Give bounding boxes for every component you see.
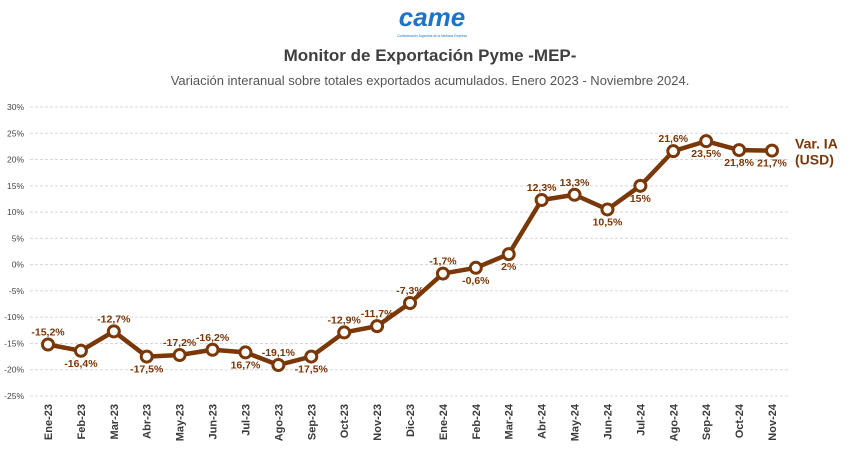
y-tick-label: -25%	[4, 391, 24, 401]
series-name-label: (USD)	[795, 152, 834, 168]
data-label: 12,3%	[527, 182, 557, 194]
data-label: -0,6%	[462, 275, 490, 287]
data-point	[435, 266, 450, 281]
data-point	[468, 260, 483, 275]
x-tick-label: Jun-23	[208, 404, 220, 439]
x-tick-label: Nov-24	[767, 403, 779, 441]
y-tick-label: 0%	[12, 260, 25, 270]
x-tick-label: Ago-24	[668, 403, 680, 441]
data-point	[73, 343, 88, 358]
data-point	[666, 144, 681, 159]
data-point	[765, 143, 779, 158]
data-point	[172, 348, 187, 363]
series-name-label: Var. IA	[795, 136, 838, 152]
y-tick-label: 10%	[7, 207, 24, 217]
y-tick-label: -20%	[4, 365, 24, 375]
x-tick-label: Oct-23	[339, 404, 351, 438]
data-point	[106, 324, 121, 339]
data-label: -11,7%	[361, 308, 394, 320]
data-label: 10,5%	[593, 216, 623, 228]
x-tick-label: Nov-23	[372, 404, 384, 441]
x-tick-label: Mar-23	[109, 404, 121, 439]
logo-tagline: Confederación Argentina de la Mediana Em…	[397, 34, 467, 38]
data-point	[205, 342, 220, 357]
data-label: -15,2%	[31, 327, 65, 339]
y-tick-label: -10%	[4, 312, 24, 322]
data-label: -16,4%	[64, 358, 98, 370]
x-tick-label: Feb-24	[471, 403, 483, 439]
y-tick-label: 30%	[7, 102, 24, 112]
data-point	[567, 187, 582, 202]
x-tick-label: Sep-23	[306, 404, 318, 440]
series-line	[47, 138, 773, 368]
y-tick-label: 5%	[12, 233, 25, 243]
y-tick-label: -15%	[4, 338, 24, 348]
data-point	[699, 134, 714, 149]
data-label: 23,5%	[691, 148, 721, 160]
data-point	[41, 337, 55, 352]
y-tick-label: 20%	[7, 155, 24, 165]
data-label: -17,5%	[130, 364, 164, 376]
chart-title: Monitor de Exportación Pyme -MEP-	[283, 46, 577, 65]
data-label: -1,7%	[429, 256, 457, 268]
data-point	[732, 143, 747, 158]
data-point	[238, 345, 253, 360]
x-tick-label: Ago-23	[273, 404, 285, 441]
x-tick-label: Jul-23	[240, 404, 252, 436]
data-label: -7,3%	[396, 285, 424, 297]
data-point	[271, 357, 286, 372]
data-label: 21,6%	[658, 133, 688, 145]
data-label: -19,1%	[262, 347, 296, 359]
x-tick-label: Abr-23	[142, 404, 154, 439]
x-tick-label: Sep-24	[701, 403, 713, 440]
x-tick-label: Abr-24	[537, 403, 549, 439]
data-label: -16,2%	[196, 332, 230, 344]
x-tick-label: Ene-24	[438, 403, 450, 440]
logo-brand-text: came	[399, 2, 466, 32]
data-point	[370, 319, 385, 334]
x-tick-label: May-23	[175, 404, 187, 441]
chart-subtitle: Variación interanual sobre totales expor…	[170, 73, 690, 88]
data-point	[304, 349, 319, 364]
x-tick-label: Dic-23	[405, 404, 417, 437]
data-point	[600, 202, 615, 217]
y-tick-label: 15%	[7, 181, 24, 191]
data-point	[139, 349, 154, 364]
x-tick-label: Jun-24	[602, 403, 614, 439]
data-label: 21,7%	[757, 158, 787, 170]
data-point	[403, 295, 417, 310]
data-label: -17,2%	[163, 337, 197, 349]
data-label: -12,7%	[97, 313, 131, 325]
x-tick-label: Ene-23	[43, 404, 55, 440]
data-point	[501, 247, 516, 262]
came-logo: came Confederación Argentina de la Media…	[397, 2, 467, 38]
data-label: 2%	[501, 261, 517, 273]
x-tick-label: Mar-24	[504, 403, 516, 439]
data-point	[633, 178, 648, 193]
x-tick-label: May-24	[570, 403, 582, 441]
data-label: -12,9%	[328, 314, 362, 326]
data-label: 21,8%	[724, 157, 754, 169]
data-point	[534, 193, 549, 208]
y-tick-label: -5%	[9, 286, 25, 296]
data-point	[337, 325, 352, 340]
x-tick-label: Jul-24	[635, 403, 647, 436]
x-tick-label: Feb-23	[76, 404, 88, 439]
data-label: 13,3%	[560, 177, 590, 189]
x-tick-label: Oct-24	[734, 403, 746, 438]
data-label: 16,7%	[231, 359, 261, 371]
data-label: -17,5%	[295, 364, 329, 376]
y-tick-label: 25%	[7, 128, 24, 138]
data-label: 15%	[630, 193, 652, 205]
